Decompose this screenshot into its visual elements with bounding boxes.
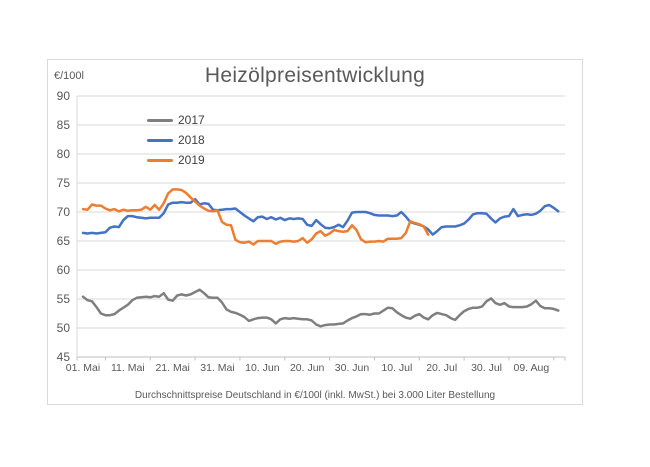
chart-title: Heizölpreisentwicklung [204,64,426,87]
y-tick-label-55: 55 [57,292,71,306]
y-tick-label-65: 65 [57,234,71,248]
legend-item-2017: 2017 [147,110,205,130]
x-tick-label-01. Mai: 01. Mai [66,362,100,374]
x-tick-label-09. Aug: 09. Aug [514,362,550,374]
x-tick-label-20. Jul: 20. Jul [426,362,457,374]
chart-frame [47,59,583,405]
y-tick-label-45: 45 [57,350,71,364]
legend-label-2018: 2018 [178,133,205,147]
y-tick-label-50: 50 [57,321,71,335]
x-tick-label-30. Jul: 30. Jul [471,362,502,374]
x-tick-label-20. Jun: 20. Jun [290,362,325,374]
series-line-2019 [81,188,430,246]
x-tick-label-21. Mai: 21. Mai [155,362,189,374]
x-tick-label-10. Jul: 10. Jul [381,362,412,374]
x-tick-label-10. Jun: 10. Jun [245,362,280,374]
legend-item-2019: 2019 [147,150,205,170]
legend-item-2018: 2018 [147,130,205,150]
x-tick-label-11. Mai: 11. Mai [111,362,145,374]
chart-footnote: Durchschnittspreise Deutschland in €/100… [134,390,496,401]
y-tick-label-60: 60 [57,263,71,277]
y-tick-label-70: 70 [57,205,71,219]
legend-label-2017: 2017 [178,113,205,127]
legend: 2017 2018 2019 [147,110,205,170]
legend-label-2019: 2019 [178,153,205,167]
y-tick-label-85: 85 [57,118,71,132]
y-tick-label-75: 75 [57,176,71,190]
x-tick-label-30. Jun: 30. Jun [335,362,370,374]
series-line-2017 [81,288,560,328]
y-tick-label-80: 80 [57,147,71,161]
x-tick-label-31. Mai: 31. Mai [200,362,234,374]
legend-line-swatch-2019 [147,158,173,162]
series-line-2018 [81,197,560,236]
legend-line-swatch-2017 [147,118,173,122]
y-axis-unit-label: €/100l [54,70,84,82]
legend-line-swatch-2018 [147,138,173,142]
y-tick-label-90: 90 [57,89,71,103]
